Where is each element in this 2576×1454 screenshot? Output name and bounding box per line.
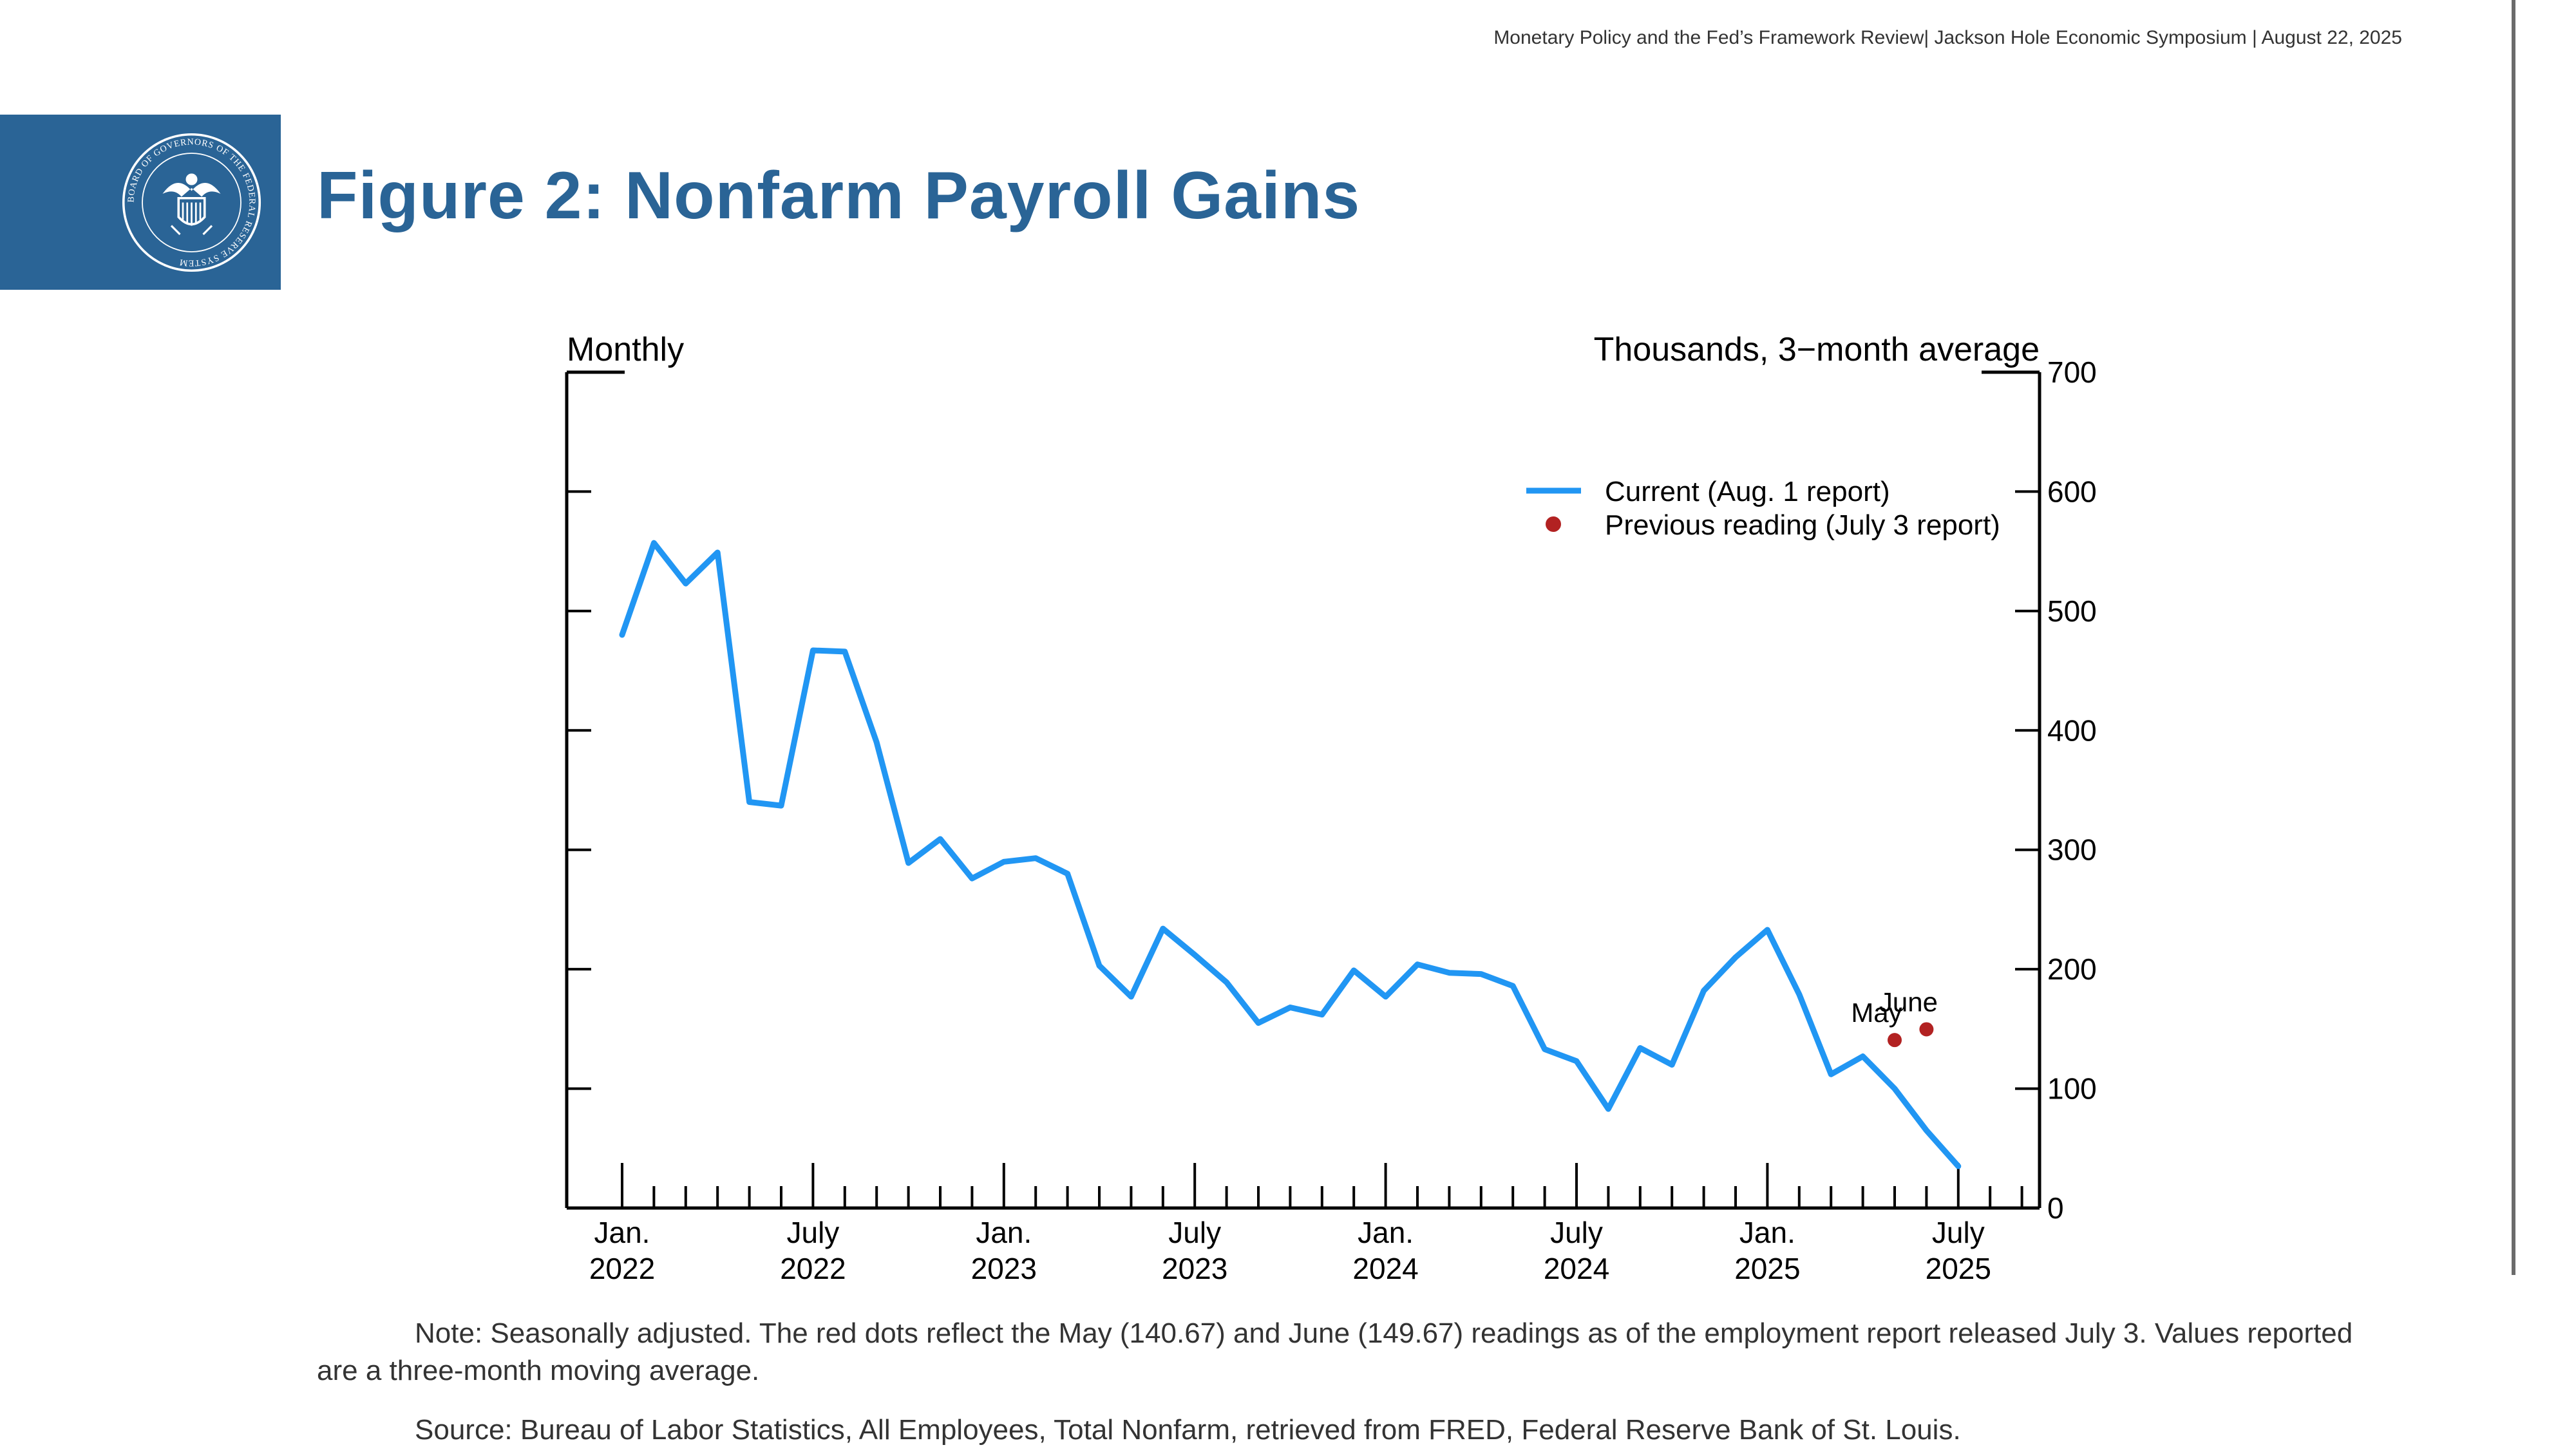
y-tick-label: 200 bbox=[2047, 952, 2097, 986]
y-tick-label: 100 bbox=[2047, 1072, 2097, 1106]
x-tick-label-month: Jan. bbox=[594, 1216, 650, 1249]
previous-reading-label: May bbox=[1851, 997, 1902, 1028]
x-tick-label-month: July bbox=[1168, 1216, 1221, 1249]
page-title: Figure 2: Nonfarm Payroll Gains bbox=[317, 158, 1361, 233]
x-tick-label-year: 2024 bbox=[1544, 1252, 1609, 1285]
chart-left-label: Monthly bbox=[567, 331, 684, 368]
x-tick-label-month: July bbox=[1932, 1216, 1985, 1249]
y-tick-label: 600 bbox=[2047, 475, 2097, 508]
federal-reserve-seal-icon: BOARD OF GOVERNORS OF THE FEDERAL RESERV… bbox=[122, 133, 261, 272]
legend-dot-swatch bbox=[1546, 516, 1561, 532]
x-tick-label-year: 2022 bbox=[780, 1252, 846, 1285]
x-tick-label-year: 2025 bbox=[1926, 1252, 1991, 1285]
right-border-rule bbox=[2512, 0, 2515, 1275]
legend-label-previous: Previous reading (July 3 report) bbox=[1605, 509, 2000, 541]
y-tick-label: 400 bbox=[2047, 713, 2097, 747]
chart-source: Source: Bureau of Labor Statistics, All … bbox=[415, 1414, 1961, 1446]
x-tick-label-month: Jan. bbox=[1358, 1216, 1414, 1249]
chart-note: Note: Seasonally adjusted. The red dots … bbox=[317, 1317, 2353, 1386]
legend-label-current: Current (Aug. 1 report) bbox=[1605, 476, 1890, 507]
y-tick-label: 300 bbox=[2047, 833, 2097, 867]
x-tick-label-month: July bbox=[786, 1216, 839, 1249]
y-tick-label: 700 bbox=[2047, 355, 2097, 389]
previous-reading-label: June bbox=[1879, 987, 1938, 1017]
x-tick-label-year: 2023 bbox=[971, 1252, 1037, 1285]
series-line-current bbox=[619, 540, 1962, 1169]
header-event-line: Monetary Policy and the Fed’s Framework … bbox=[1493, 27, 2402, 48]
x-tick-label-year: 2024 bbox=[1352, 1252, 1418, 1285]
x-tick-label-month: Jan. bbox=[1739, 1216, 1795, 1249]
x-tick-label-year: 2022 bbox=[589, 1252, 655, 1285]
x-tick-label-year: 2025 bbox=[1734, 1252, 1800, 1285]
x-tick-label-month: July bbox=[1550, 1216, 1603, 1249]
y-tick-label: 500 bbox=[2047, 594, 2097, 628]
x-tick-label-year: 2023 bbox=[1162, 1252, 1227, 1285]
x-tick-label-month: Jan. bbox=[976, 1216, 1032, 1249]
previous-reading-dot bbox=[1888, 1033, 1902, 1048]
y-tick-label: 0 bbox=[2047, 1191, 2064, 1225]
chart-right-label: Thousands, 3−month average bbox=[1594, 331, 2040, 368]
previous-reading-dot bbox=[1919, 1022, 1934, 1037]
title-band bbox=[0, 115, 281, 290]
